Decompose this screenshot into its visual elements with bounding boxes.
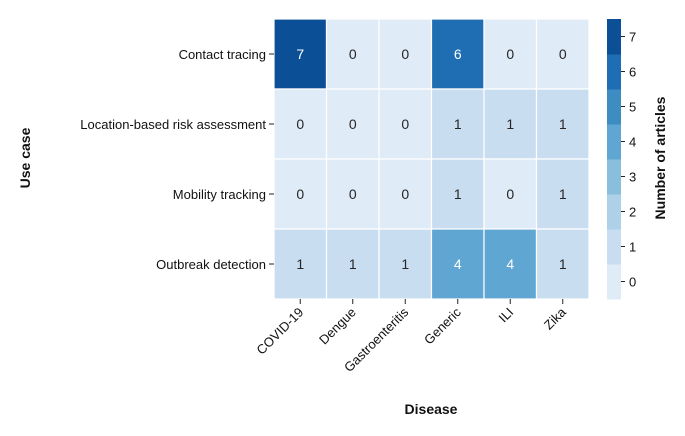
x-axis-title: Disease: [405, 401, 458, 417]
heatmap-cell: [273, 18, 328, 90]
x-tick-label: COVID-19: [253, 305, 306, 358]
cell-value-label: 1: [401, 256, 409, 272]
heatmap-cells: [273, 18, 590, 300]
colorbar-segment: [607, 159, 621, 195]
cell-value-label: 0: [349, 116, 357, 132]
heatmap-cell: [535, 158, 590, 230]
colorbar: 0 1 2 3 4 5 6 7: [607, 19, 636, 300]
cell-value-label: 7: [296, 46, 304, 62]
cell-value-label: 0: [349, 186, 357, 202]
heatmap-cell-labels: 7 0 0 6 0 0 0 0 0 1 1 1 0 0 0 1 0 1 1 1 1 4 4 1: [296, 46, 567, 272]
y-axis-title: Use case: [17, 127, 33, 188]
cell-value-label: 6: [454, 46, 462, 62]
heatmap-cell: [325, 228, 380, 300]
cell-value-label: 1: [454, 186, 462, 202]
cell-value-label: 0: [349, 46, 357, 62]
heatmap-cell: [483, 158, 538, 230]
colorbar-tick-label: 0: [629, 275, 636, 290]
y-tick-label: Mobility tracking: [173, 187, 266, 202]
colorbar-segment: [607, 54, 621, 90]
heatmap-cell: [483, 228, 538, 300]
cell-value-label: 1: [506, 116, 514, 132]
colorbar-segment: [607, 264, 621, 300]
colorbar-segment: [607, 124, 621, 160]
cell-value-label: 1: [454, 116, 462, 132]
cell-value-label: 0: [559, 46, 567, 62]
y-tick-label: Location-based risk assessment: [80, 117, 266, 132]
colorbar-tick-label: 3: [629, 170, 636, 185]
heatmap-cell: [535, 18, 590, 90]
cell-value-label: 0: [296, 186, 304, 202]
colorbar-tick-label: 5: [629, 100, 636, 115]
cell-value-label: 1: [559, 186, 567, 202]
x-tick-label: ILI: [496, 305, 517, 326]
y-axis-ticks: Contact tracing Location-based risk asses…: [80, 47, 274, 272]
cell-value-label: 0: [401, 116, 409, 132]
colorbar-tick-label: 2: [629, 205, 636, 220]
heatmap-cell: [378, 18, 433, 90]
cell-value-label: 1: [349, 256, 357, 272]
heatmap-cell: [325, 88, 380, 160]
heatmap-cell: [535, 228, 590, 300]
colorbar-tick-label: 6: [629, 65, 636, 80]
colorbar-title: Number of articles: [652, 96, 668, 219]
heatmap-cell: [325, 18, 380, 90]
cell-value-label: 0: [401, 186, 409, 202]
heatmap-cell: [378, 228, 433, 300]
heatmap-cell: [273, 228, 328, 300]
cell-value-label: 1: [559, 116, 567, 132]
heatmap-cell: [430, 228, 485, 300]
x-tick-label: Zika: [541, 304, 570, 333]
colorbar-tick-label: 7: [629, 30, 636, 45]
colorbar-segment: [607, 89, 621, 125]
heatmap-cell: [430, 88, 485, 160]
cell-value-label: 4: [454, 256, 462, 272]
colorbar-tick-label: 4: [629, 135, 636, 150]
x-tick-label: Generic: [421, 304, 464, 347]
colorbar-segment: [607, 19, 621, 55]
colorbar-segment: [607, 194, 621, 230]
heatmap-cell: [430, 158, 485, 230]
colorbar-tick-label: 1: [629, 240, 636, 255]
cell-value-label: 1: [559, 256, 567, 272]
cell-value-label: 0: [296, 116, 304, 132]
colorbar-segment: [607, 229, 621, 265]
x-tick-label: Dengue: [316, 305, 359, 348]
heatmap-cell: [535, 88, 590, 160]
cell-value-label: 4: [506, 256, 514, 272]
cell-value-label: 0: [401, 46, 409, 62]
cell-value-label: 1: [296, 256, 304, 272]
heatmap-cell: [325, 158, 380, 230]
y-tick-label: Outbreak detection: [156, 257, 266, 272]
y-tick-label: Contact tracing: [179, 47, 266, 62]
cell-value-label: 0: [506, 46, 514, 62]
cell-value-label: 0: [506, 186, 514, 202]
